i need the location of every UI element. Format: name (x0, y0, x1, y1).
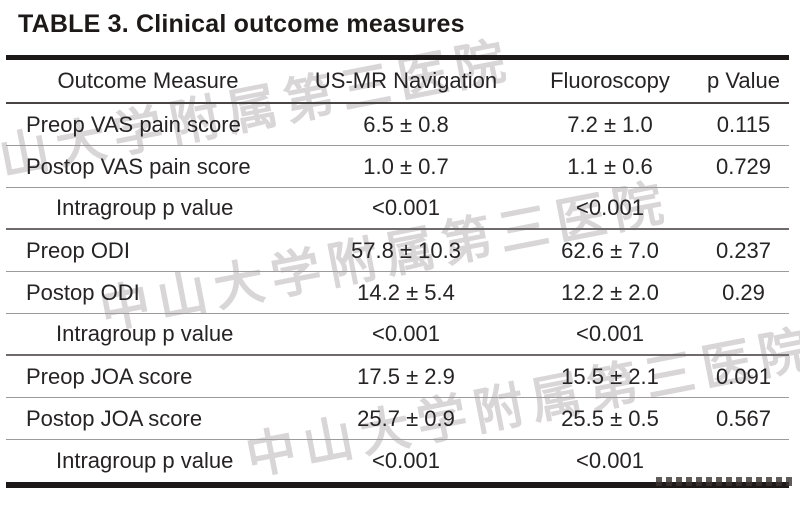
fluoroscopy-value-cell: 15.5 ± 2.1 (561, 363, 659, 389)
table-header-row: Outcome Measure US-MR Navigation Fluoros… (6, 60, 789, 104)
table-row: Preop ODI 57.8 ± 10.3 62.6 ± 7.0 0.237 (6, 230, 789, 272)
row-label-cell: Intragroup p value (56, 448, 234, 473)
column-header-p-value: p Value (707, 68, 780, 93)
row-label-cell: Preop ODI (26, 237, 130, 263)
usmr-value-cell: 14.2 ± 5.4 (357, 279, 455, 305)
usmr-value-cell: 1.0 ± 0.7 (363, 153, 449, 179)
row-label-cell: Postop VAS pain score (26, 153, 251, 179)
row-label-cell: Postop JOA score (26, 405, 203, 431)
usmr-value-cell: <0.001 (372, 448, 440, 473)
column-header-usmr-navigation: US-MR Navigation (314, 68, 498, 93)
usmr-value-cell: <0.001 (372, 195, 440, 220)
usmr-value-cell: <0.001 (372, 321, 440, 346)
scan-artifact (656, 477, 794, 486)
fluoroscopy-value-cell: 12.2 ± 2.0 (561, 279, 659, 305)
fluoroscopy-value-cell: 62.6 ± 7.0 (561, 237, 659, 263)
table-title: TABLE 3. Clinical outcome measures (18, 10, 465, 38)
fluoroscopy-value-cell: <0.001 (576, 448, 644, 473)
table-row: Preop JOA score 17.5 ± 2.9 15.5 ± 2.1 0.… (6, 356, 789, 398)
fluoroscopy-value-cell: 7.2 ± 1.0 (567, 111, 653, 137)
row-label-cell: Intragroup p value (56, 195, 234, 220)
pvalue-cell: 0.091 (715, 363, 772, 389)
usmr-value-cell: 25.7 ± 0.9 (357, 405, 455, 431)
table-row: Preop VAS pain score 6.5 ± 0.8 7.2 ± 1.0… (6, 104, 789, 146)
fluoroscopy-value-cell: <0.001 (576, 195, 644, 220)
clinical-outcomes-table: Outcome Measure US-MR Navigation Fluoros… (6, 55, 789, 488)
table-row: Intragroup p value <0.001 <0.001 (6, 188, 789, 230)
row-label-cell: Postop ODI (26, 279, 140, 305)
pvalue-cell: 0.29 (722, 279, 765, 305)
table-row: Intragroup p value <0.001 <0.001 (6, 440, 789, 482)
fluoroscopy-value-cell: <0.001 (576, 321, 644, 346)
row-label-cell: Intragroup p value (56, 321, 234, 346)
pvalue-cell: 0.567 (715, 405, 772, 431)
usmr-value-cell: 6.5 ± 0.8 (363, 111, 449, 137)
fluoroscopy-value-cell: 1.1 ± 0.6 (567, 153, 653, 179)
row-label-cell: Preop VAS pain score (26, 111, 241, 137)
pvalue-cell: 0.729 (715, 153, 772, 179)
column-header-fluoroscopy: Fluoroscopy (550, 68, 670, 93)
usmr-value-cell: 57.8 ± 10.3 (351, 237, 461, 263)
table-row: Postop JOA score 25.7 ± 0.9 25.5 ± 0.5 0… (6, 398, 789, 440)
row-label-cell: Preop JOA score (26, 363, 193, 389)
column-header-outcome-measure: Outcome Measure (57, 68, 239, 93)
pvalue-cell: 0.237 (715, 237, 772, 263)
table-row: Postop VAS pain score 1.0 ± 0.7 1.1 ± 0.… (6, 146, 789, 188)
fluoroscopy-value-cell: 25.5 ± 0.5 (561, 405, 659, 431)
pvalue-cell: 0.115 (716, 111, 771, 137)
table-row: Postop ODI 14.2 ± 5.4 12.2 ± 2.0 0.29 (6, 272, 789, 314)
table-row: Intragroup p value <0.001 <0.001 (6, 314, 789, 356)
usmr-value-cell: 17.5 ± 2.9 (357, 363, 455, 389)
